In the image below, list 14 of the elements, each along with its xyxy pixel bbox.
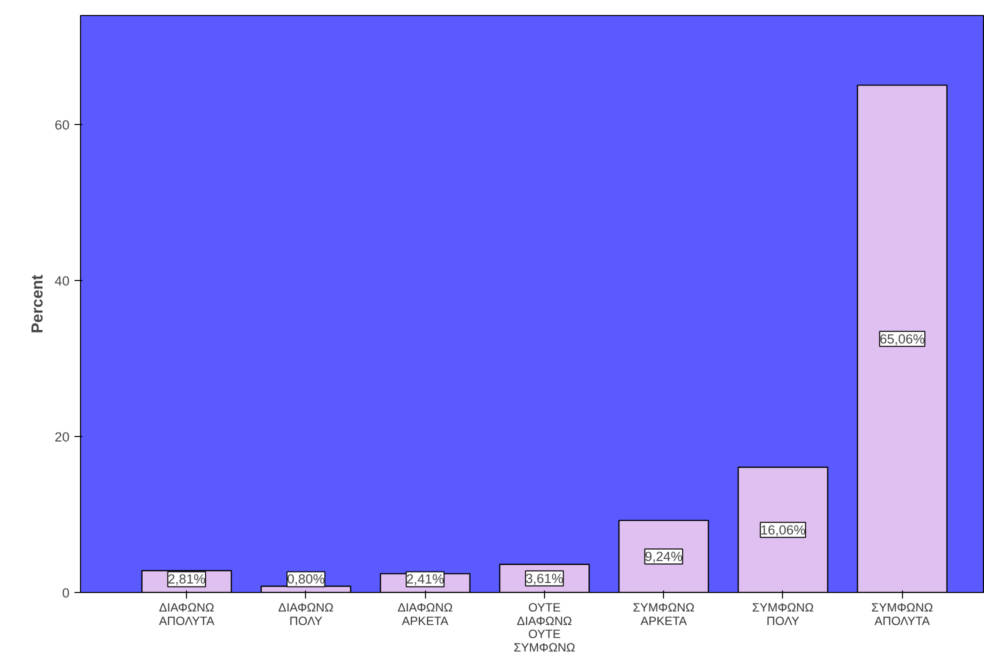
y-tick-label: 0 [62, 586, 70, 600]
y-tick-label: 40 [54, 274, 70, 289]
data-label: 3,61% [526, 570, 564, 586]
data-label: 65,06% [880, 331, 925, 346]
x-tick-label: ΟΥΤΕ ΔΙΑΦΩΝΩ ΟΥΤΕ ΣΥΜΦΩΝΩ [514, 600, 576, 654]
y-axis-title: Percent [30, 274, 47, 334]
y-tick-label: 20 [54, 430, 70, 445]
x-tick-label: ΣΥΜΦΩΝΩ ΠΟΛΥ [752, 600, 814, 628]
x-tick-label: ΔΙΑΦΩΝΩ ΑΡΚΕΤΑ [398, 600, 453, 628]
x-tick-label: ΔΙΑΦΩΝΩ ΑΠΟΛΥΤΑ [158, 600, 214, 628]
x-tick-label: ΣΥΜΦΩΝΩ ΑΠΟΛΥΤΑ [871, 600, 934, 628]
x-tick-label: ΣΥΜΦΩΝΩ ΑΡΚΕΤΑ [632, 600, 695, 628]
y-tick-label: 60 [54, 118, 70, 133]
x-tick-label: ΔΙΑΦΩΝΩ ΠΟΛΥ [278, 600, 334, 628]
